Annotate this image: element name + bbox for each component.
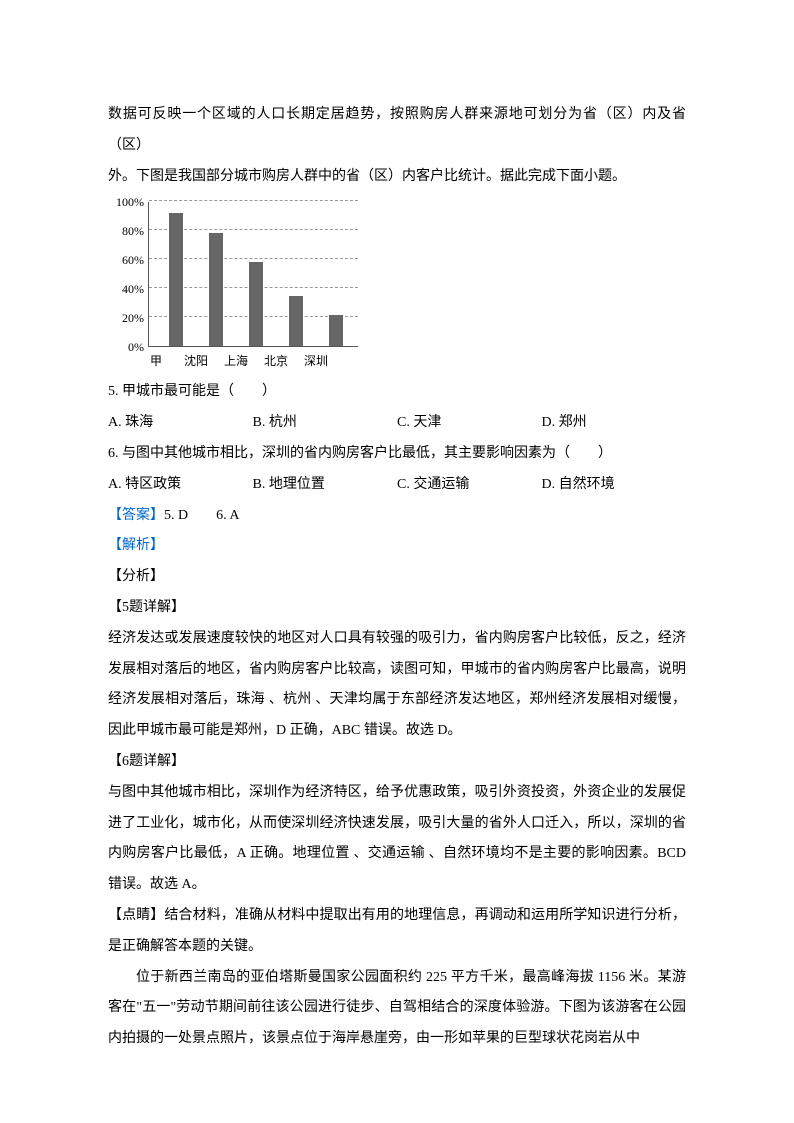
- q6-stem: 6. 与图中其他城市相比，深圳的省内购房客户比最低，其主要影响因素为（ ）: [108, 439, 686, 470]
- y-axis-label: 40%: [122, 276, 144, 302]
- bar-chart: 0%20%40%60%80%100%甲沈阳上海北京深圳: [108, 198, 368, 373]
- q5-options: A. 珠海 B. 杭州 C. 天津 D. 郑州: [108, 408, 686, 439]
- q5-opt-c: C. 天津: [397, 408, 542, 439]
- x-axis-label: 北京: [256, 348, 296, 374]
- q5-opt-b: B. 杭州: [253, 408, 398, 439]
- answer-row: 【答案】5. D 6. A: [108, 501, 686, 532]
- next-passage: 位于新西兰南岛的亚伯塔斯曼国家公园面积约 225 平方千米，最高峰海拔 1156…: [108, 963, 686, 1055]
- q6-opt-c: C. 交通运输: [397, 470, 542, 501]
- x-axis-label: 甲: [136, 348, 176, 374]
- analysis-label: 【解析】: [108, 531, 686, 562]
- q6-opt-a: A. 特区政策: [108, 470, 253, 501]
- q5-stem: 5. 甲城市最可能是（ ）: [108, 377, 686, 408]
- y-axis-label: 80%: [122, 218, 144, 244]
- intro-line1: 数据可反映一个区域的人口长期定居趋势，按照购房人群来源地可划分为省（区）内及省（…: [108, 100, 686, 162]
- q5-opt-d: D. 郑州: [542, 408, 687, 439]
- dianjing-label: 【点睛】: [108, 908, 164, 923]
- q6-detail-label: 【6题详解】: [108, 747, 686, 778]
- gridline: [149, 200, 358, 201]
- y-axis-label: 20%: [122, 305, 144, 331]
- intro-line2: 外。下图是我国部分城市购房人群中的省（区）内客户比统计。据此完成下面小题。: [108, 162, 686, 193]
- dianjing-row: 【点睛】结合材料，准确从材料中提取出有用的地理信息，再调动和运用所学知识进行分析…: [108, 901, 686, 963]
- answer-text: 5. D 6. A: [164, 508, 239, 523]
- fenxi-label: 【分析】: [108, 562, 686, 593]
- plot-area: [148, 202, 358, 347]
- q5-detail-label: 【5题详解】: [108, 593, 686, 624]
- y-axis-label: 100%: [116, 189, 144, 215]
- q6-options: A. 特区政策 B. 地理位置 C. 交通运输 D. 自然环境: [108, 470, 686, 501]
- bar: [289, 296, 303, 347]
- bar: [209, 233, 223, 346]
- dianjing-text: 结合材料，准确从材料中提取出有用的地理信息，再调动和运用所学知识进行分析，是正确…: [108, 908, 686, 954]
- bar: [249, 262, 263, 346]
- y-axis-label: 60%: [122, 247, 144, 273]
- q6-opt-b: B. 地理位置: [253, 470, 398, 501]
- q6-detail-text: 与图中其他城市相比，深圳作为经济特区，给予优惠政策，吸引外资投资，外资企业的发展…: [108, 778, 686, 901]
- q6-opt-d: D. 自然环境: [542, 470, 687, 501]
- x-axis-label: 深圳: [296, 348, 336, 374]
- bar: [169, 213, 183, 346]
- q5-opt-a: A. 珠海: [108, 408, 253, 439]
- x-axis-label: 沈阳: [176, 348, 216, 374]
- x-axis-label: 上海: [216, 348, 256, 374]
- bar: [329, 315, 343, 347]
- answer-label: 【答案】: [108, 508, 164, 523]
- q5-detail-text: 经济发达或发展速度较快的地区对人口具有较强的吸引力，省内购房客户比较低，反之，经…: [108, 624, 686, 747]
